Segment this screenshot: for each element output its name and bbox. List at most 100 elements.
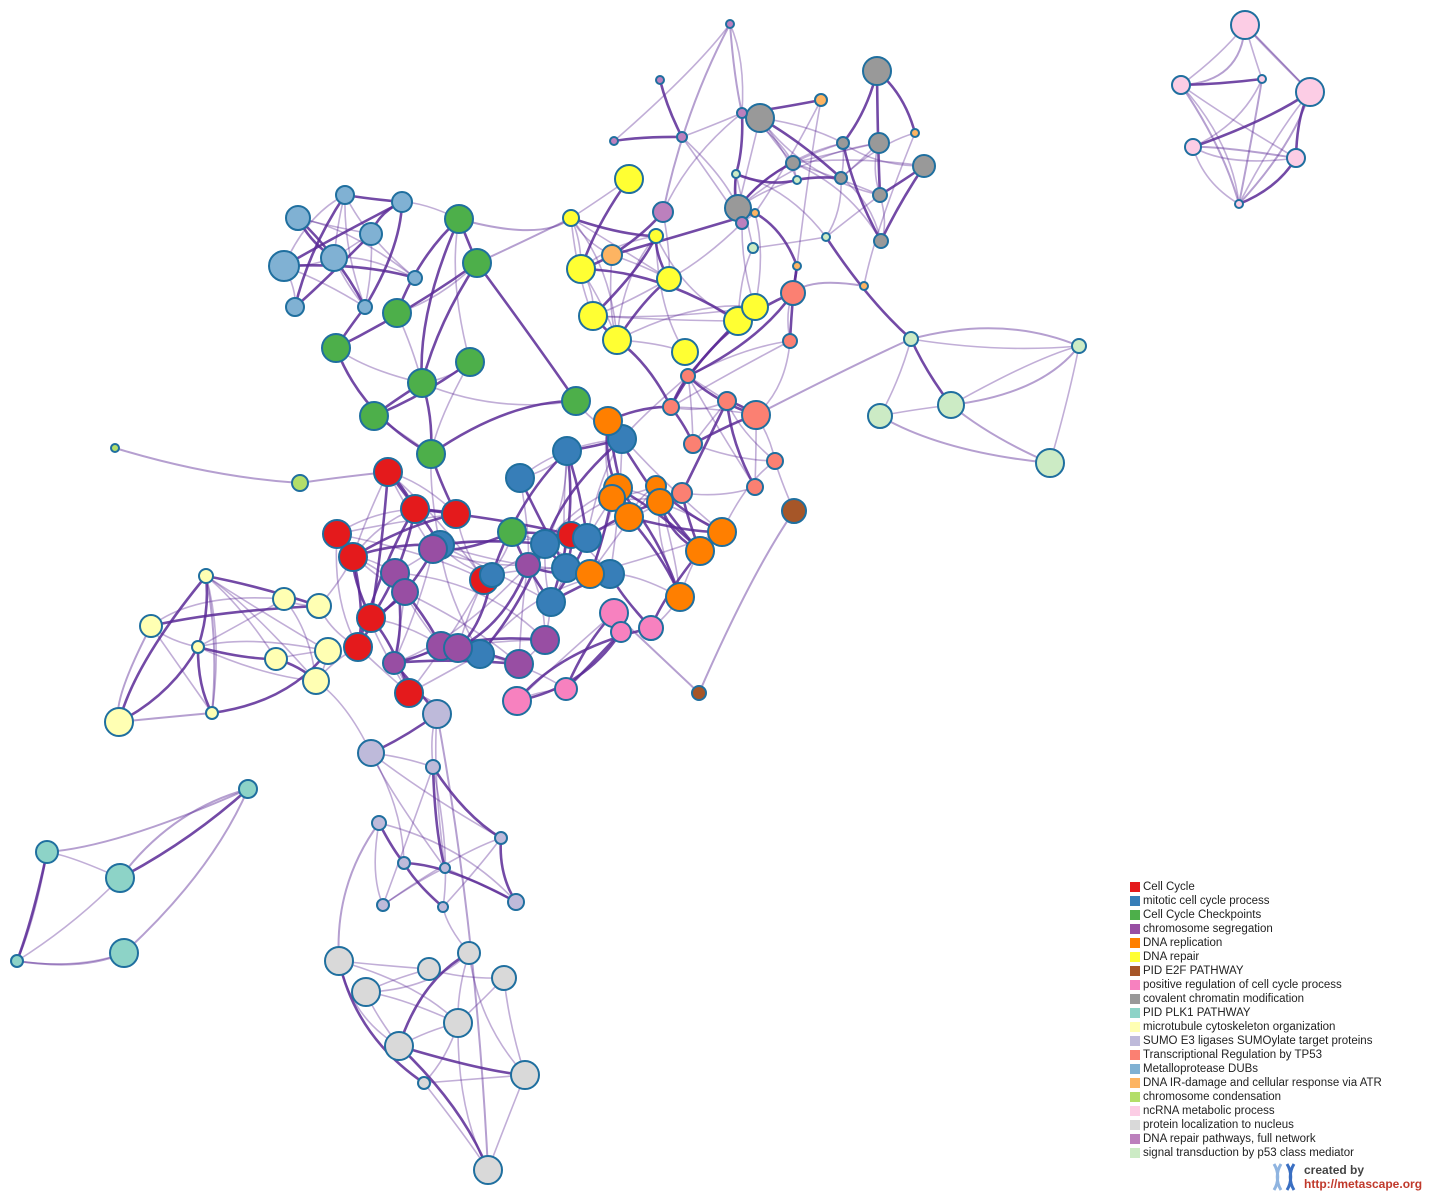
network-node[interactable] (530, 529, 560, 559)
network-node[interactable] (422, 699, 452, 729)
metascape-link[interactable]: http://metascape.org (1304, 1177, 1423, 1191)
network-node[interactable] (578, 301, 608, 331)
network-node[interactable] (497, 517, 527, 547)
network-node[interactable] (655, 75, 665, 85)
network-node[interactable] (417, 957, 441, 981)
network-node[interactable] (735, 216, 749, 230)
network-node[interactable] (351, 977, 381, 1007)
network-node[interactable] (780, 280, 806, 306)
network-node[interactable] (320, 244, 348, 272)
network-node[interactable] (335, 185, 355, 205)
network-node[interactable] (836, 136, 850, 150)
network-node[interactable] (575, 559, 605, 589)
network-node[interactable] (338, 542, 368, 572)
network-node[interactable] (205, 706, 219, 720)
network-node[interactable] (814, 93, 828, 107)
network-node[interactable] (614, 164, 644, 194)
network-node[interactable] (357, 299, 373, 315)
network-node[interactable] (373, 457, 403, 487)
network-node[interactable] (648, 228, 664, 244)
network-node[interactable] (680, 368, 696, 384)
network-node[interactable] (400, 494, 430, 524)
network-node[interactable] (321, 333, 351, 363)
network-node[interactable] (272, 587, 296, 611)
network-node[interactable] (443, 633, 473, 663)
network-node[interactable] (937, 391, 965, 419)
network-node[interactable] (868, 132, 890, 154)
network-node[interactable] (462, 248, 492, 278)
network-node[interactable] (139, 614, 163, 638)
network-node[interactable] (376, 898, 390, 912)
network-node[interactable] (736, 107, 748, 119)
network-node[interactable] (359, 401, 389, 431)
network-node[interactable] (731, 169, 741, 179)
network-node[interactable] (104, 707, 134, 737)
network-node[interactable] (324, 946, 354, 976)
network-node[interactable] (1171, 75, 1191, 95)
network-node[interactable] (397, 856, 411, 870)
network-node[interactable] (417, 1076, 431, 1090)
network-node[interactable] (110, 443, 120, 453)
network-node[interactable] (384, 1031, 414, 1061)
network-node[interactable] (198, 568, 214, 584)
network-node[interactable] (105, 863, 135, 893)
network-node[interactable] (741, 293, 769, 321)
network-node[interactable] (314, 637, 342, 665)
network-node[interactable] (747, 242, 759, 254)
network-node[interactable] (685, 536, 715, 566)
network-node[interactable] (264, 647, 288, 671)
network-node[interactable] (792, 175, 802, 185)
network-node[interactable] (662, 398, 680, 416)
network-node[interactable] (391, 191, 413, 213)
network-node[interactable] (109, 938, 139, 968)
network-node[interactable] (785, 155, 801, 171)
network-node[interactable] (707, 517, 737, 547)
network-node[interactable] (562, 209, 580, 227)
network-node[interactable] (903, 331, 919, 347)
network-node[interactable] (834, 171, 848, 185)
network-node[interactable] (746, 478, 764, 496)
network-node[interactable] (910, 128, 920, 138)
network-node[interactable] (359, 222, 383, 246)
network-node[interactable] (691, 685, 707, 701)
network-node[interactable] (416, 439, 446, 469)
network-node[interactable] (291, 474, 309, 492)
network-node[interactable] (285, 297, 305, 317)
network-node[interactable] (536, 587, 566, 617)
network-node[interactable] (561, 386, 591, 416)
network-node[interactable] (502, 686, 532, 716)
network-node[interactable] (782, 333, 798, 349)
network-node[interactable] (356, 603, 386, 633)
network-node[interactable] (302, 667, 330, 695)
network-node[interactable] (444, 204, 474, 234)
network-node[interactable] (1035, 448, 1065, 478)
network-node[interactable] (504, 649, 534, 679)
network-node[interactable] (10, 954, 24, 968)
network-node[interactable] (609, 136, 619, 146)
network-node[interactable] (725, 19, 735, 29)
network-node[interactable] (1071, 338, 1087, 354)
network-node[interactable] (741, 400, 771, 430)
network-node[interactable] (306, 593, 332, 619)
network-node[interactable] (515, 552, 541, 578)
network-node[interactable] (872, 187, 888, 203)
network-node[interactable] (491, 965, 517, 991)
network-node[interactable] (494, 831, 508, 845)
network-node[interactable] (552, 436, 582, 466)
network-node[interactable] (766, 452, 784, 470)
network-node[interactable] (671, 338, 699, 366)
network-node[interactable] (912, 154, 936, 178)
network-node[interactable] (781, 498, 807, 524)
network-node[interactable] (656, 266, 682, 292)
network-node[interactable] (238, 779, 258, 799)
network-node[interactable] (610, 621, 632, 643)
network-node[interactable] (437, 901, 449, 913)
network-node[interactable] (652, 201, 674, 223)
network-node[interactable] (646, 488, 674, 516)
network-node[interactable] (602, 325, 632, 355)
network-node[interactable] (394, 678, 424, 708)
network-node[interactable] (457, 941, 481, 965)
network-node[interactable] (407, 270, 423, 286)
network-node[interactable] (821, 232, 831, 242)
network-node[interactable] (1295, 77, 1325, 107)
